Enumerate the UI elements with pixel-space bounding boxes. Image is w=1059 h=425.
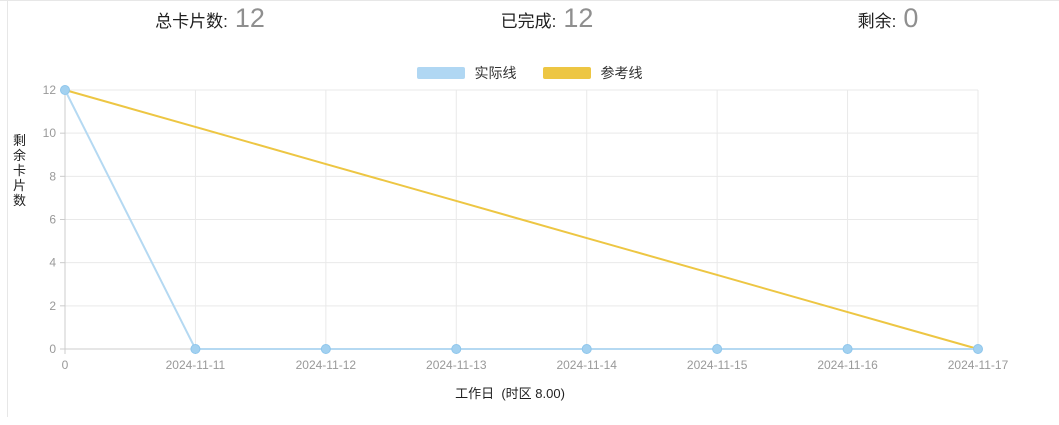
stat-total-cards-label: 总卡片数: bbox=[155, 12, 228, 31]
data-point[interactable] bbox=[320, 344, 331, 354]
stat-remaining-label: 剩余: bbox=[857, 12, 897, 31]
stat-total-cards: 总卡片数: 12 bbox=[155, 3, 265, 34]
stat-remaining: 剩余: 0 bbox=[858, 3, 919, 34]
data-point[interactable] bbox=[60, 85, 70, 95]
stat-remaining-value: 0 bbox=[903, 3, 919, 33]
y-tick-label: 10 bbox=[43, 126, 57, 140]
data-point[interactable] bbox=[581, 344, 592, 354]
legend-swatch-0 bbox=[416, 67, 465, 79]
series-line bbox=[64, 89, 979, 350]
chart-legend: 实际线 参考线 bbox=[0, 63, 1059, 83]
stat-completed: 已完成: 12 bbox=[501, 3, 594, 34]
data-point[interactable] bbox=[842, 344, 853, 354]
data-point[interactable] bbox=[973, 344, 983, 354]
legend-swatch-1 bbox=[542, 67, 591, 79]
data-point[interactable] bbox=[190, 344, 201, 354]
x-tick-label: 2024-11-14 bbox=[556, 358, 617, 372]
x-tick-label: 2024-11-15 bbox=[687, 358, 748, 372]
panel-left-border bbox=[7, 0, 8, 417]
y-tick-label: 0 bbox=[49, 342, 56, 356]
y-tick-label: 12 bbox=[43, 83, 57, 97]
x-tick-label: 2024-11-11 bbox=[166, 358, 226, 372]
x-tick-label: 0 bbox=[62, 358, 69, 372]
legend-label-actual: 实际线 bbox=[474, 65, 517, 81]
stat-total-cards-value: 12 bbox=[234, 3, 265, 33]
y-axis-title: 剩余卡片数 bbox=[11, 133, 26, 209]
data-point[interactable] bbox=[712, 344, 723, 354]
x-tick-label: 2024-11-13 bbox=[426, 358, 487, 372]
series-line bbox=[64, 89, 978, 350]
stat-completed-label: 已完成: bbox=[500, 12, 557, 31]
x-tick-label: 2024-11-17 bbox=[948, 358, 1009, 372]
y-tick-label: 8 bbox=[49, 169, 56, 183]
legend-label-reference: 参考线 bbox=[600, 65, 643, 81]
x-tick-label: 2024-11-12 bbox=[296, 358, 357, 372]
x-tick-label: 2024-11-16 bbox=[817, 358, 878, 372]
legend-item-reference[interactable]: 参考线 bbox=[542, 63, 643, 83]
y-tick-label: 6 bbox=[49, 213, 56, 227]
y-tick-label: 2 bbox=[49, 299, 56, 313]
data-point[interactable] bbox=[451, 344, 462, 354]
stat-completed-value: 12 bbox=[563, 3, 594, 33]
legend-item-actual[interactable]: 实际线 bbox=[416, 63, 517, 83]
y-tick-label: 4 bbox=[49, 256, 56, 270]
panel-top-border bbox=[0, 0, 1059, 1]
x-axis-title: 工作日 (时区 8.00) bbox=[455, 386, 565, 401]
